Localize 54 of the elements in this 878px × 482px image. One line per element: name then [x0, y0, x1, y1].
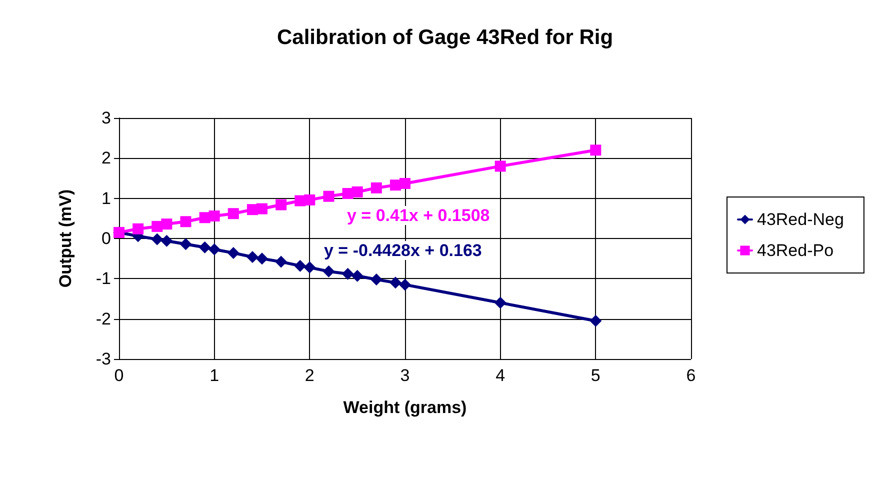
point — [161, 218, 172, 230]
x-tick-label: 1 — [210, 366, 220, 385]
point — [246, 250, 258, 263]
point — [180, 238, 192, 250]
y-tick-label: -1 — [96, 269, 111, 288]
point — [590, 314, 602, 327]
y-tick-label: -3 — [96, 350, 111, 368]
x-tick-label: 0 — [114, 366, 124, 385]
point — [494, 296, 506, 309]
point — [276, 199, 287, 210]
point — [151, 233, 164, 246]
x-tick-label: 6 — [686, 366, 696, 385]
y-tick-label: 1 — [102, 188, 111, 208]
chart-title: Calibration of Gage 43Red for Rig — [276, 26, 614, 49]
point — [256, 252, 268, 265]
point — [227, 246, 240, 259]
x-tick-label: 2 — [304, 366, 314, 385]
annotation: y = -0.4428x + 0.163 — [324, 241, 482, 260]
y-tick-label: -2 — [96, 309, 111, 328]
point — [370, 273, 382, 286]
point — [389, 276, 402, 289]
point — [180, 216, 192, 228]
y-tick-label: 2 — [102, 148, 111, 168]
x-axis-title: Weight (grams) — [343, 398, 467, 417]
point — [256, 203, 268, 214]
point — [304, 194, 316, 206]
annotation: y = 0.41x + 0.1508 — [347, 206, 490, 225]
y-axis-title: Output (mV) — [56, 189, 75, 288]
point — [323, 190, 334, 202]
point — [132, 223, 144, 234]
point — [352, 186, 363, 198]
legend-label: 43Red-Neg — [757, 210, 844, 229]
y-tick-label: 3 — [102, 108, 111, 128]
legend-label: 43Red-Po — [757, 241, 834, 260]
x-tick-label: 3 — [400, 366, 410, 385]
point — [275, 256, 288, 268]
point — [494, 160, 506, 172]
point — [351, 270, 364, 282]
point — [294, 260, 306, 272]
point — [370, 182, 382, 194]
point — [322, 265, 335, 278]
point — [400, 178, 410, 189]
point — [399, 278, 411, 291]
point — [304, 261, 316, 274]
point — [342, 268, 354, 280]
y-tick-label: 0 — [102, 229, 111, 248]
point — [208, 243, 220, 256]
point — [228, 208, 239, 220]
point — [160, 234, 173, 247]
x-tick-label: 5 — [590, 366, 600, 385]
point — [198, 241, 211, 254]
x-tick-label: 4 — [496, 366, 506, 385]
point — [208, 210, 220, 222]
point — [590, 144, 602, 156]
